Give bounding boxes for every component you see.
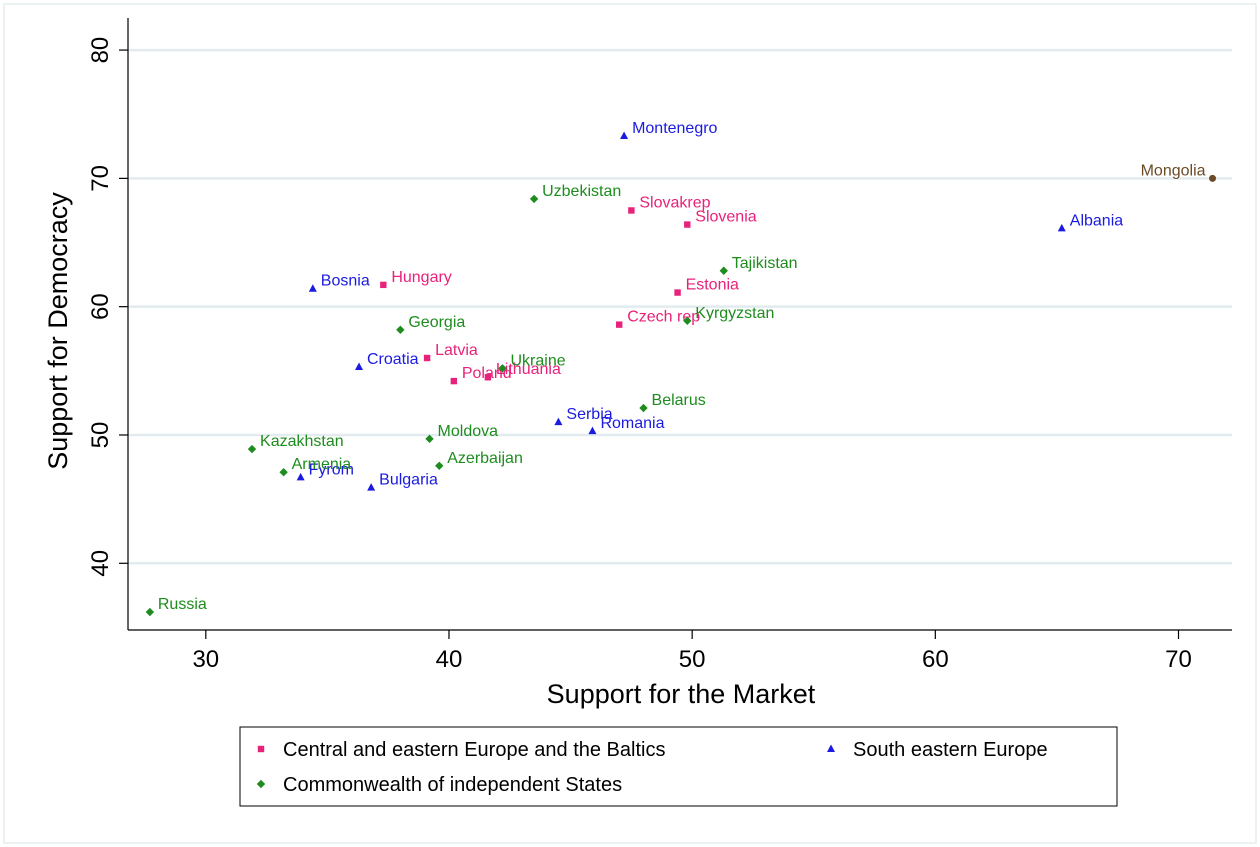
point-label: Estonia [686, 277, 739, 294]
point-label: Bosnia [321, 273, 370, 290]
data-point [279, 467, 288, 477]
x-tick-label: 70 [1165, 646, 1192, 673]
data-point [719, 266, 728, 275]
data-point [588, 426, 597, 435]
point-label: Slovakrep [639, 194, 710, 211]
point-label: Poland [462, 365, 512, 382]
axes: 40 50 60 70 80 30 40 50 60 70 [87, 18, 1232, 673]
data-point [355, 362, 364, 370]
legend: Central and eastern Europe and the Balti… [239, 726, 1118, 807]
data-point [435, 461, 444, 470]
point-label: Croatia [367, 351, 419, 368]
x-tick-label: 60 [922, 646, 949, 673]
data-point [423, 354, 431, 362]
point-label: Azerbaijan [447, 450, 523, 467]
legend-marker [827, 744, 835, 752]
data-point [554, 417, 563, 426]
legend-label: Commonwealth of independent States [283, 774, 622, 796]
point-label: Mongolia [1141, 162, 1206, 179]
data-point [296, 472, 305, 481]
data-point [628, 207, 635, 214]
y-tick-label: 80 [87, 37, 114, 64]
point-label: Bulgaria [379, 472, 438, 489]
legend-box [239, 726, 1118, 807]
point-label: Georgia [408, 314, 465, 331]
point-label: Slovenia [695, 209, 756, 226]
point-label: Montenegro [632, 120, 717, 137]
data-point [1209, 174, 1217, 182]
legend-marker [256, 779, 266, 789]
point-label: Albania [1070, 212, 1123, 229]
data-point [620, 131, 629, 140]
data-point [145, 607, 155, 617]
data-point [425, 434, 434, 444]
data-point [484, 374, 492, 381]
data-point [683, 316, 692, 325]
data-point [639, 403, 648, 413]
data-point [367, 483, 376, 491]
y-tick-label: 60 [87, 293, 114, 320]
x-axis-title: Support for the Market [547, 679, 816, 709]
point-label: Fyrom [309, 461, 354, 478]
y-axis-title: Support for Democracy [43, 192, 73, 470]
data-point [450, 377, 458, 385]
point-label: Belarus [652, 392, 706, 409]
point-label: Ukraine [510, 352, 565, 369]
x-tick-label: 40 [436, 646, 463, 673]
point-label: Russia [158, 596, 207, 613]
point-label: Romania [600, 415, 664, 432]
data-point [674, 289, 681, 296]
point-label: Czech rep [627, 309, 700, 326]
point-label: Moldova [438, 423, 499, 440]
data-point [616, 321, 623, 328]
point-label: Hungary [391, 269, 451, 286]
point-label: Lithuania [496, 361, 561, 378]
outer-border [3, 3, 1257, 844]
x-tick-label: 50 [679, 646, 706, 673]
data-point [684, 221, 691, 228]
point-label: Kyrgyzstan [695, 305, 774, 322]
legend-marker [257, 745, 265, 753]
y-tick-label: 40 [87, 550, 114, 577]
data-point [308, 284, 317, 292]
y-tick-label: 70 [87, 165, 114, 192]
point-label: Kazakhstan [260, 433, 344, 450]
y-tick-label: 50 [87, 422, 114, 449]
data-point [529, 194, 539, 204]
legend-label: South eastern Europe [853, 739, 1048, 761]
point-label: Armenia [292, 456, 352, 473]
data-point [396, 325, 405, 334]
gridlines [128, 48, 1232, 565]
data-point [380, 281, 387, 289]
data-point [498, 364, 507, 373]
point-label: Uzbekistan [542, 183, 621, 200]
point-label: Latvia [435, 342, 478, 359]
data-point [1057, 223, 1066, 232]
point-label: Tajikistan [732, 255, 798, 272]
x-tick-label: 30 [192, 646, 219, 673]
data-point [247, 444, 257, 454]
legend-label: Central and eastern Europe and the Balti… [283, 739, 665, 761]
point-label: Serbia [566, 406, 612, 423]
